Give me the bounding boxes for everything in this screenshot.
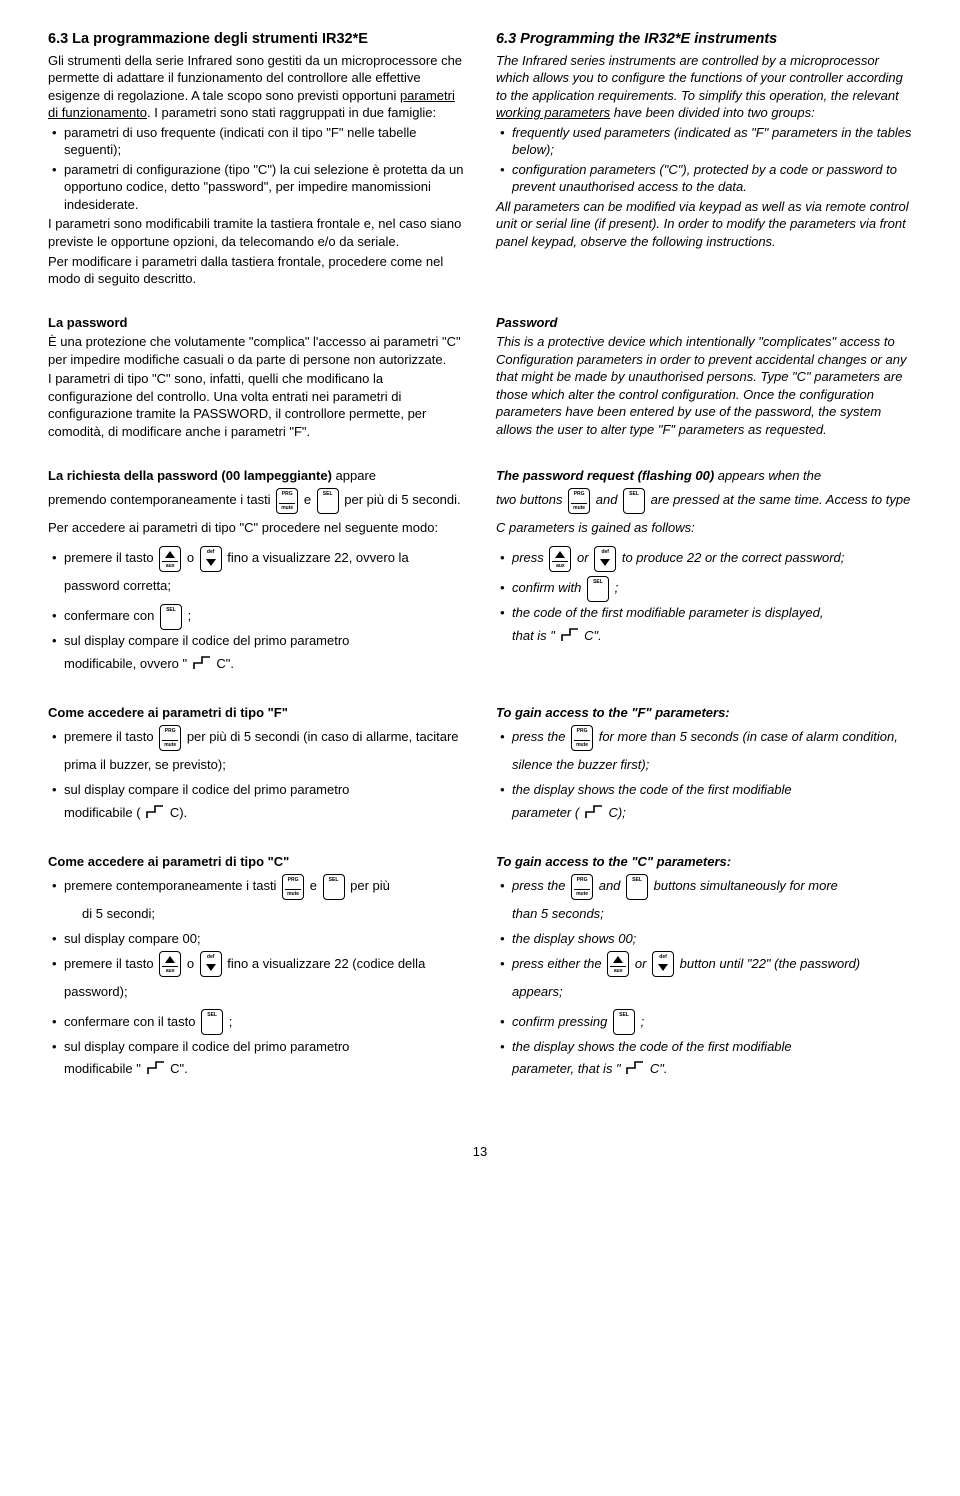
subhead: To gain access to the "F" parameters: xyxy=(496,704,912,722)
heading-en: 6.3 Programming the IR32*E instruments xyxy=(496,30,912,50)
step-glyph-icon xyxy=(561,628,579,642)
sel-button-icon: SEL xyxy=(201,1009,223,1035)
list: premere il tasto PRGmute per più di 5 se… xyxy=(48,723,464,827)
prg-mute-button-icon: PRGmute xyxy=(571,725,593,751)
para: È una protezione che volutamente "compli… xyxy=(48,333,464,368)
list-item: parametri di configurazione (tipo "C") l… xyxy=(48,161,464,214)
para: Gli strumenti della serie Infrared sono … xyxy=(48,52,464,122)
list-item: premere il tasto aux o def fino a visual… xyxy=(48,950,464,1006)
list: premere contemporaneamente i tasti PRGmu… xyxy=(48,872,464,1083)
col-it: La password È una protezione che volutam… xyxy=(48,314,464,443)
list-item: premere contemporaneamente i tasti PRGmu… xyxy=(48,872,464,928)
prg-mute-button-icon: PRGmute xyxy=(571,874,593,900)
col-it: Come accedere ai parametri di tipo "C" p… xyxy=(48,853,464,1086)
page-number: 13 xyxy=(48,1143,912,1161)
para: Per modificare i parametri dalla tastier… xyxy=(48,253,464,288)
sel-button-icon: SEL xyxy=(323,874,345,900)
list: premere il tasto aux o def fino a visual… xyxy=(48,544,464,678)
down-def-button-icon: def xyxy=(200,546,222,572)
sel-button-icon: SEL xyxy=(587,576,609,602)
list-item: the display shows 00; xyxy=(496,930,912,948)
sel-button-icon: SEL xyxy=(623,488,645,514)
para: La richiesta della password (00 lampeggi… xyxy=(48,467,464,485)
prg-mute-button-icon: PRGmute xyxy=(276,488,298,514)
list: parametri di uso frequente (indicati con… xyxy=(48,124,464,214)
step-glyph-icon xyxy=(585,805,603,819)
col-en: 6.3 Programming the IR32*E instruments T… xyxy=(496,30,912,290)
para: two buttons PRGmute and SEL are pressed … xyxy=(496,486,912,542)
para: I parametri sono modificabili tramite la… xyxy=(48,215,464,250)
col-en: To gain access to the "C" parameters: pr… xyxy=(496,853,912,1086)
para: The password request (flashing 00) appea… xyxy=(496,467,912,485)
up-aux-button-icon: aux xyxy=(549,546,571,572)
down-def-button-icon: def xyxy=(594,546,616,572)
para: All parameters can be modified via keypa… xyxy=(496,198,912,251)
subhead: To gain access to the "C" parameters: xyxy=(496,853,912,871)
prg-mute-button-icon: PRGmute xyxy=(282,874,304,900)
list-item: confermare con SEL ; xyxy=(48,602,464,630)
list-item: premere il tasto aux o def fino a visual… xyxy=(48,544,464,600)
para: premendo contemporaneamente i tasti PRGm… xyxy=(48,486,464,542)
list-item: confirm with SEL ; xyxy=(496,574,912,602)
list-item: press aux or def to produce 22 or the co… xyxy=(496,544,912,572)
col-it: Come accedere ai parametri di tipo "F" p… xyxy=(48,704,464,829)
list-item: sul display compare 00; xyxy=(48,930,464,948)
col-it: La richiesta della password (00 lampeggi… xyxy=(48,467,464,680)
para: I parametri di tipo "C" sono, infatti, q… xyxy=(48,370,464,440)
subhead: Come accedere ai parametri di tipo "F" xyxy=(48,704,464,722)
section-password: La password È una protezione che volutam… xyxy=(48,314,912,443)
para: The Infrared series instruments are cont… xyxy=(496,52,912,122)
col-en: The password request (flashing 00) appea… xyxy=(496,467,912,680)
sel-button-icon: SEL xyxy=(626,874,648,900)
section-access-c: Come accedere ai parametri di tipo "C" p… xyxy=(48,853,912,1086)
up-aux-button-icon: aux xyxy=(607,951,629,977)
prg-mute-button-icon: PRGmute xyxy=(568,488,590,514)
section-access-f: Come accedere ai parametri di tipo "F" p… xyxy=(48,704,912,829)
document-page: 6.3 La programmazione degli strumenti IR… xyxy=(48,30,912,1161)
col-it: 6.3 La programmazione degli strumenti IR… xyxy=(48,30,464,290)
subhead: La password xyxy=(48,314,464,332)
section-intro: 6.3 La programmazione degli strumenti IR… xyxy=(48,30,912,290)
list-item: the display shows the code of the first … xyxy=(496,1038,912,1084)
sel-button-icon: SEL xyxy=(160,604,182,630)
list-item: parametri di uso frequente (indicati con… xyxy=(48,124,464,159)
list-item: the display shows the code of the first … xyxy=(496,781,912,827)
list: press aux or def to produce 22 or the co… xyxy=(496,544,912,650)
list-item: confirm pressing SEL ; xyxy=(496,1008,912,1036)
col-en: Password This is a protective device whi… xyxy=(496,314,912,443)
down-def-button-icon: def xyxy=(652,951,674,977)
sel-button-icon: SEL xyxy=(317,488,339,514)
list-item: press the PRGmute for more than 5 second… xyxy=(496,723,912,779)
list-item: sul display compare il codice del primo … xyxy=(48,781,464,827)
prg-mute-button-icon: PRGmute xyxy=(159,725,181,751)
subhead: Come accedere ai parametri di tipo "C" xyxy=(48,853,464,871)
list-item: premere il tasto PRGmute per più di 5 se… xyxy=(48,723,464,779)
step-glyph-icon xyxy=(193,656,211,670)
list-item: sul display compare il codice del primo … xyxy=(48,632,464,678)
col-en: To gain access to the "F" parameters: pr… xyxy=(496,704,912,829)
list-item: frequently used parameters (indicated as… xyxy=(496,124,912,159)
section-pw-request: La richiesta della password (00 lampeggi… xyxy=(48,467,912,680)
step-glyph-icon xyxy=(626,1061,644,1075)
step-glyph-icon xyxy=(146,805,164,819)
list-item: the code of the first modifiable paramet… xyxy=(496,604,912,650)
list-item: press the PRGmute and SEL buttons simult… xyxy=(496,872,912,928)
up-aux-button-icon: aux xyxy=(159,951,181,977)
list: frequently used parameters (indicated as… xyxy=(496,124,912,196)
list-item: confermare con il tasto SEL ; xyxy=(48,1008,464,1036)
sel-button-icon: SEL xyxy=(613,1009,635,1035)
up-aux-button-icon: aux xyxy=(159,546,181,572)
para: This is a protective device which intent… xyxy=(496,333,912,438)
list: press the PRGmute and SEL buttons simult… xyxy=(496,872,912,1083)
heading-it: 6.3 La programmazione degli strumenti IR… xyxy=(48,30,464,50)
step-glyph-icon xyxy=(147,1061,165,1075)
down-def-button-icon: def xyxy=(200,951,222,977)
list-item: sul display compare il codice del primo … xyxy=(48,1038,464,1084)
subhead: Password xyxy=(496,314,912,332)
list-item: configuration parameters ("C"), protecte… xyxy=(496,161,912,196)
list: press the PRGmute for more than 5 second… xyxy=(496,723,912,827)
list-item: press either the aux or def button until… xyxy=(496,950,912,1006)
